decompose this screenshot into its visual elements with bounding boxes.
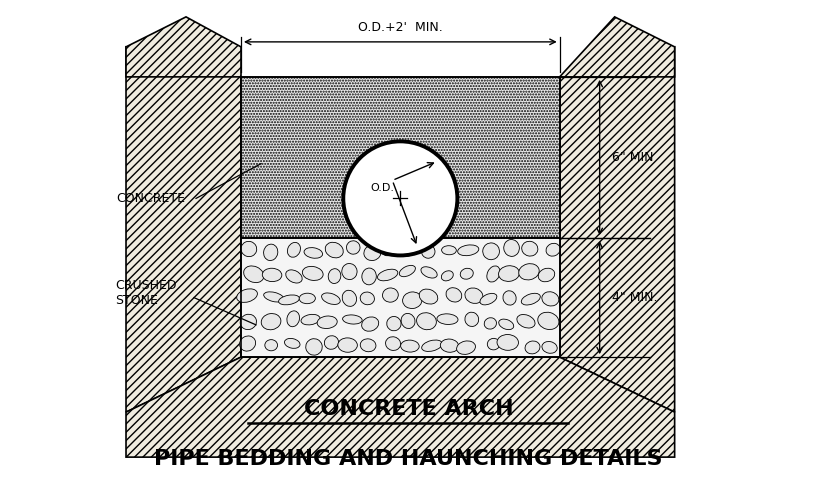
Ellipse shape <box>422 245 435 258</box>
Polygon shape <box>560 47 675 412</box>
Ellipse shape <box>519 264 539 280</box>
Ellipse shape <box>441 271 453 281</box>
Ellipse shape <box>465 288 483 304</box>
Ellipse shape <box>322 293 340 305</box>
Ellipse shape <box>465 312 479 326</box>
Polygon shape <box>126 357 675 457</box>
Ellipse shape <box>382 288 399 302</box>
Ellipse shape <box>538 312 559 329</box>
Ellipse shape <box>546 244 560 256</box>
Ellipse shape <box>483 243 499 260</box>
Polygon shape <box>560 17 675 77</box>
Ellipse shape <box>386 316 401 331</box>
Ellipse shape <box>421 267 437 278</box>
Ellipse shape <box>287 311 300 327</box>
Ellipse shape <box>362 268 377 285</box>
Ellipse shape <box>542 292 559 306</box>
Ellipse shape <box>538 268 555 282</box>
Polygon shape <box>126 47 241 412</box>
Ellipse shape <box>360 339 376 352</box>
Ellipse shape <box>422 340 442 352</box>
Text: O.D.: O.D. <box>370 184 395 193</box>
Ellipse shape <box>262 268 282 282</box>
Ellipse shape <box>417 312 436 330</box>
Polygon shape <box>126 17 241 77</box>
Ellipse shape <box>364 245 381 260</box>
Ellipse shape <box>306 339 322 355</box>
Ellipse shape <box>342 263 357 280</box>
Ellipse shape <box>522 241 538 256</box>
Ellipse shape <box>346 241 360 254</box>
Ellipse shape <box>437 314 458 324</box>
Ellipse shape <box>380 240 395 256</box>
Text: 6" MIN: 6" MIN <box>612 151 653 164</box>
Ellipse shape <box>498 319 514 330</box>
Ellipse shape <box>243 266 264 283</box>
Ellipse shape <box>457 341 475 355</box>
Circle shape <box>343 141 458 255</box>
Ellipse shape <box>442 246 457 255</box>
Ellipse shape <box>288 243 301 257</box>
Ellipse shape <box>487 338 500 350</box>
Ellipse shape <box>498 266 520 281</box>
Ellipse shape <box>377 269 398 281</box>
Ellipse shape <box>460 268 473 279</box>
Ellipse shape <box>398 241 417 256</box>
Ellipse shape <box>386 337 400 351</box>
Ellipse shape <box>284 338 300 348</box>
Ellipse shape <box>286 270 302 283</box>
Ellipse shape <box>400 340 419 352</box>
Ellipse shape <box>521 293 540 305</box>
Ellipse shape <box>400 265 415 277</box>
Ellipse shape <box>264 244 278 260</box>
Ellipse shape <box>304 248 323 258</box>
Ellipse shape <box>241 242 257 256</box>
Ellipse shape <box>525 341 540 354</box>
Ellipse shape <box>497 334 519 350</box>
Ellipse shape <box>342 290 356 307</box>
Ellipse shape <box>446 288 462 302</box>
Ellipse shape <box>403 292 422 309</box>
Text: O.D.+2'  MIN.: O.D.+2' MIN. <box>358 21 443 34</box>
Ellipse shape <box>261 313 281 330</box>
Ellipse shape <box>484 318 497 329</box>
Ellipse shape <box>401 313 415 328</box>
Text: CONCRETE: CONCRETE <box>117 192 185 205</box>
Polygon shape <box>241 77 560 238</box>
Ellipse shape <box>517 314 535 328</box>
Ellipse shape <box>237 289 257 303</box>
Ellipse shape <box>503 291 516 305</box>
Text: 4" MIN.: 4" MIN. <box>612 291 657 304</box>
Ellipse shape <box>239 336 256 351</box>
Ellipse shape <box>264 292 284 302</box>
Ellipse shape <box>542 342 557 353</box>
Ellipse shape <box>302 266 324 280</box>
Text: PIPE BEDDING AND HAUNCHING DETAILS: PIPE BEDDING AND HAUNCHING DETAILS <box>154 449 663 469</box>
Ellipse shape <box>419 289 438 304</box>
Ellipse shape <box>504 240 520 256</box>
Ellipse shape <box>360 292 374 305</box>
Ellipse shape <box>299 293 315 304</box>
Ellipse shape <box>487 266 500 282</box>
Ellipse shape <box>458 245 479 255</box>
Ellipse shape <box>279 295 300 305</box>
Text: CONCRETE ARCH: CONCRETE ARCH <box>304 399 513 419</box>
Ellipse shape <box>325 242 343 258</box>
Ellipse shape <box>342 315 362 324</box>
Ellipse shape <box>317 316 337 328</box>
Ellipse shape <box>480 293 497 305</box>
Ellipse shape <box>265 340 278 351</box>
Ellipse shape <box>338 338 357 352</box>
Ellipse shape <box>301 314 320 325</box>
Ellipse shape <box>362 317 379 331</box>
Text: CRUSHED
STONE: CRUSHED STONE <box>115 279 176 307</box>
Ellipse shape <box>440 339 458 352</box>
Ellipse shape <box>328 269 341 284</box>
Ellipse shape <box>324 336 338 349</box>
Ellipse shape <box>240 314 257 329</box>
Polygon shape <box>241 238 560 357</box>
